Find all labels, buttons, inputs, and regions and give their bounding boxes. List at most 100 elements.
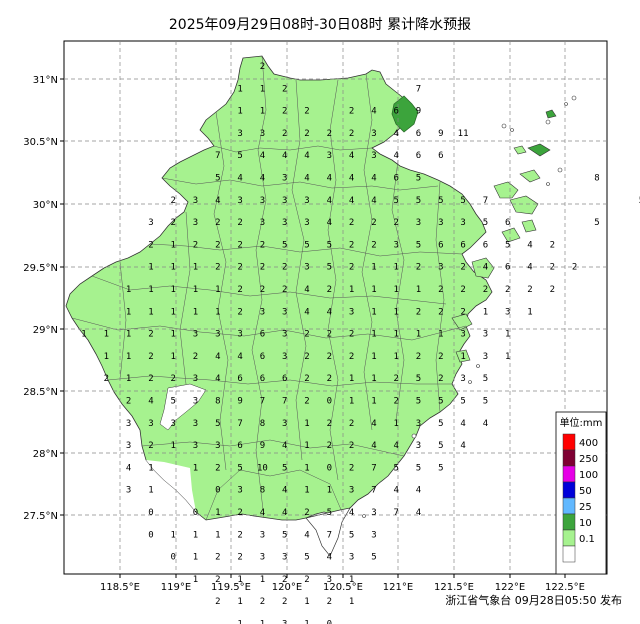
rainfall-value: 3 <box>327 575 332 585</box>
rainfall-value: 1 <box>393 263 398 273</box>
rainfall-value: 4 <box>349 174 354 184</box>
rainfall-value: 5 <box>438 463 443 473</box>
rainfall-value: 5 <box>215 419 220 429</box>
legend-label: 400 <box>579 438 598 449</box>
rainfall-value: 1 <box>193 553 198 563</box>
rainfall-value: 4 <box>483 263 488 273</box>
rainfall-value: 3 <box>438 218 443 228</box>
longitude-tick-label: 119.5°E <box>211 582 251 593</box>
rainfall-value: 3 <box>237 129 242 139</box>
rainfall-value: 1 <box>237 84 242 94</box>
rainfall-value: 2 <box>215 553 220 563</box>
rainfall-value: 2 <box>282 129 287 139</box>
rainfall-value: 1 <box>170 285 175 295</box>
rainfall-value: 5 <box>416 397 421 407</box>
rainfall-value: 2 <box>304 129 309 139</box>
rainfall-value: 8 <box>215 397 220 407</box>
rainfall-value: 1 <box>371 352 376 362</box>
county-boundaries <box>71 55 467 521</box>
rainfall-value: 2 <box>416 307 421 317</box>
rainfall-value: 6 <box>260 352 265 362</box>
rainfall-value: 4 <box>527 263 532 273</box>
legend-label: 0.1 <box>579 534 595 545</box>
rainfall-value: 7 <box>393 508 398 518</box>
rainfall-value: 1 <box>260 107 265 117</box>
rainfall-value: 4 <box>260 508 265 518</box>
rainfall-value: 1 <box>170 240 175 250</box>
rainfall-value: 4 <box>304 174 309 184</box>
rainfall-value: 6 <box>505 218 510 228</box>
rainfall-value: 3 <box>483 352 488 362</box>
rainfall-value: 5 <box>483 397 488 407</box>
rainfall-value: 3 <box>460 330 465 340</box>
rainfall-value: 6 <box>438 151 443 161</box>
rainfall-value: 3 <box>282 620 287 624</box>
rainfall-value: 5 <box>327 508 332 518</box>
rainfall-value: 2 <box>327 285 332 295</box>
rainfall-value: 4 <box>460 419 465 429</box>
rainfall-value: 4 <box>393 441 398 451</box>
map-title: 2025年09月29日08时-30日08时 累计降水预报 <box>168 17 472 33</box>
rainfall-value: 0 <box>148 508 153 518</box>
longitude-tick-label: 122.5°E <box>545 582 585 593</box>
rainfall-value: 2 <box>215 240 220 250</box>
latitude-tick-label: 30°N <box>33 200 58 211</box>
rainfall-value: 5 <box>237 151 242 161</box>
legend-swatch <box>562 529 576 547</box>
rainfall-value: 3 <box>193 397 198 407</box>
rainfall-value: 1 <box>237 575 242 585</box>
rainfall-value: 1 <box>148 463 153 473</box>
rainfall-value: 2 <box>215 597 220 607</box>
rainfall-value: 7 <box>483 196 488 206</box>
rainfall-value: 4 <box>260 151 265 161</box>
rainfall-value: 5 <box>483 374 488 384</box>
rainfall-value: 3 <box>193 374 198 384</box>
rainfall-value: 5 <box>416 463 421 473</box>
rainfall-value: 1 <box>349 575 354 585</box>
rainfall-value: 4 <box>416 486 421 496</box>
rainfall-value: 2 <box>260 240 265 250</box>
rainfall-value: 1 <box>260 575 265 585</box>
rainfall-value: 5 <box>215 174 220 184</box>
legend-swatch <box>562 449 576 467</box>
issue-note: 浙江省气象台 09月28日05:50 发布 <box>445 594 622 607</box>
rainfall-value: 2 <box>282 575 287 585</box>
rainfall-value: 1 <box>393 330 398 340</box>
rainfall-value: 1 <box>215 530 220 540</box>
rainfall-value: 1 <box>193 307 198 317</box>
rainfall-value: 1 <box>327 486 332 496</box>
rainfall-value: 2 <box>438 285 443 295</box>
rainfall-value: 2 <box>260 285 265 295</box>
rainfall-value: 2 <box>327 374 332 384</box>
rainfall-value: 5 <box>282 463 287 473</box>
rainfall-value: 1 <box>126 307 131 317</box>
rainfall-value: 3 <box>193 218 198 228</box>
rainfall-value: 4 <box>148 397 153 407</box>
rainfall-value: 5 <box>438 419 443 429</box>
rainfall-value: 2 <box>237 530 242 540</box>
rainfall-value: 3 <box>416 441 421 451</box>
latitude-tick-label: 30.5°N <box>23 137 58 148</box>
rainfall-value: 2 <box>416 263 421 273</box>
rainfall-value: 2 <box>215 575 220 585</box>
rainfall-value: 4 <box>304 307 309 317</box>
rainfall-value: 9 <box>237 397 242 407</box>
rainfall-value: 1 <box>170 263 175 273</box>
rainfall-value: 2 <box>170 374 175 384</box>
rainfall-value: 5 <box>483 218 488 228</box>
rainfall-value: 11 <box>458 129 469 139</box>
rainfall-value: 2 <box>349 129 354 139</box>
rainfall-value: 3 <box>371 530 376 540</box>
rainfall-value: 0 <box>148 530 153 540</box>
rainfall-value: 3 <box>260 530 265 540</box>
rainfall-value: 5 <box>170 397 175 407</box>
rainfall-value: 7 <box>371 463 376 473</box>
rainfall-value: 2 <box>460 307 465 317</box>
rainfall-value: 4 <box>483 419 488 429</box>
longitude-tick-label: 119°E <box>161 582 191 593</box>
rainfall-value: 2 <box>349 330 354 340</box>
rainfall-value: 2 <box>148 374 153 384</box>
rainfall-value: 3 <box>349 553 354 563</box>
rainfall-value: 2 <box>460 285 465 295</box>
rainfall-value: 3 <box>126 419 131 429</box>
